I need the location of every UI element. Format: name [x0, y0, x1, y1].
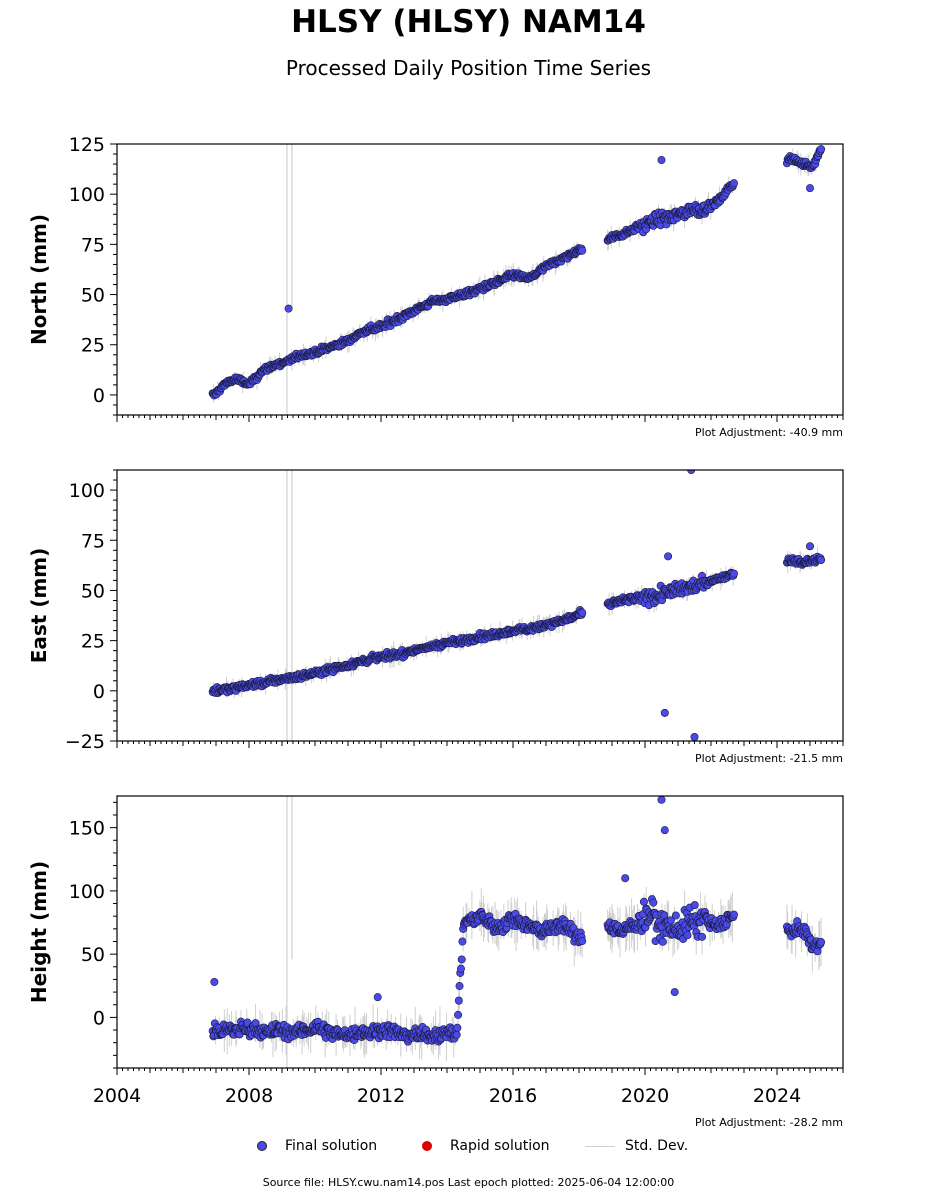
x-tick-label: 2016 [489, 1085, 537, 1107]
y-tick-label: 0 [93, 681, 105, 703]
data-point [817, 556, 826, 565]
plot-adjustment-note: Plot Adjustment: -40.9 mm [695, 426, 843, 439]
data-point [658, 937, 667, 946]
data-point [455, 982, 464, 991]
data-point [458, 937, 467, 946]
outlier-point [805, 184, 814, 193]
data-point [666, 916, 675, 925]
data-point [698, 932, 707, 941]
chart-subtitle: Processed Daily Position Time Series [285, 56, 652, 80]
y-tick-label: 100 [69, 184, 105, 206]
data-point [671, 911, 680, 920]
data-point [578, 937, 587, 946]
y-tick-label: 100 [69, 480, 105, 502]
outlier-point [664, 552, 673, 561]
x-tick-label: 2012 [357, 1085, 405, 1107]
y-tick-label: 0 [93, 385, 105, 407]
y-tick-label: 50 [81, 944, 105, 966]
data-point [454, 1010, 463, 1019]
final-marker-icon [257, 1141, 267, 1151]
legend-stddev-label: Std. Dev. [625, 1138, 689, 1154]
stddev-bars-1 [212, 470, 818, 741]
data-point [453, 1023, 462, 1032]
y-tick-label: 25 [81, 335, 105, 357]
y-tick-label: 0 [93, 1007, 105, 1029]
y-tick-label: 50 [81, 580, 105, 602]
data-point [456, 964, 465, 973]
outlier-point [690, 732, 699, 741]
plot-adjustment-note: Plot Adjustment: -21.5 mm [695, 752, 843, 765]
x-tick-label: 2008 [225, 1085, 273, 1107]
final-solution-points-2 [208, 796, 826, 1046]
plot-adjustment-note: Plot Adjustment: -28.2 mm [695, 1116, 843, 1129]
outlier-point [657, 796, 666, 804]
x-tick-label: 2020 [621, 1085, 669, 1107]
outlier-point [373, 993, 382, 1002]
rapid-marker-icon [422, 1141, 432, 1151]
y-tick-label: 75 [81, 234, 105, 256]
chart-title: HLSY (HLSY) NAM14 [291, 4, 646, 40]
y-tick-label: 25 [81, 631, 105, 653]
outlier-point [670, 988, 679, 997]
y-tick-label: 50 [81, 285, 105, 307]
data-point [452, 1030, 461, 1039]
outlier-point [621, 874, 630, 883]
data-point [729, 910, 738, 919]
legend-rapid: Rapid solution [422, 1138, 550, 1154]
final-solution-points-1 [208, 470, 826, 741]
final-solution-points-0 [208, 145, 826, 400]
x-tick-label: 2004 [93, 1085, 141, 1107]
legend: Final solution Rapid solution Std. Dev. [0, 1138, 937, 1158]
data-point [457, 955, 466, 964]
outlier-point [660, 826, 669, 835]
data-point [817, 145, 826, 154]
data-point [578, 608, 587, 617]
y-tick-label: 150 [69, 818, 105, 840]
data-point [649, 898, 658, 907]
data-point [683, 931, 692, 940]
data-point [817, 938, 826, 947]
data-point [729, 569, 738, 578]
y-axis-label: North (mm) [27, 214, 51, 345]
legend-final-label: Final solution [285, 1138, 378, 1154]
data-point [454, 996, 463, 1005]
y-axis-label: Height (mm) [27, 861, 51, 1003]
outlier-point [660, 708, 669, 717]
data-point [729, 179, 738, 188]
legend-final: Final solution [257, 1138, 377, 1154]
outlier-point [210, 977, 219, 986]
y-tick-label: −25 [65, 731, 105, 753]
outlier-point [805, 542, 814, 551]
y-axis-label: East (mm) [27, 548, 51, 664]
legend-stddev: Std. Dev. [585, 1138, 688, 1154]
source-note: Source file: HLSY.cwu.nam14.pos Last epo… [262, 1176, 675, 1189]
legend-rapid-label: Rapid solution [450, 1138, 550, 1154]
y-tick-label: 75 [81, 530, 105, 552]
plot-frame [116, 469, 844, 742]
x-tick-label: 2024 [753, 1085, 801, 1107]
y-tick-label: 125 [69, 134, 105, 156]
outlier-point [657, 156, 666, 165]
outlier-point [687, 470, 696, 474]
data-point [578, 246, 587, 255]
outlier-point [284, 304, 293, 313]
time-series-plots: 0 25 50 75 100 125 North (mm) Plot Adjustment: … [27, 134, 844, 1129]
data-point [690, 901, 699, 910]
data-point [639, 897, 648, 906]
stddev-line-icon [585, 1145, 615, 1147]
y-tick-label: 100 [69, 881, 105, 903]
